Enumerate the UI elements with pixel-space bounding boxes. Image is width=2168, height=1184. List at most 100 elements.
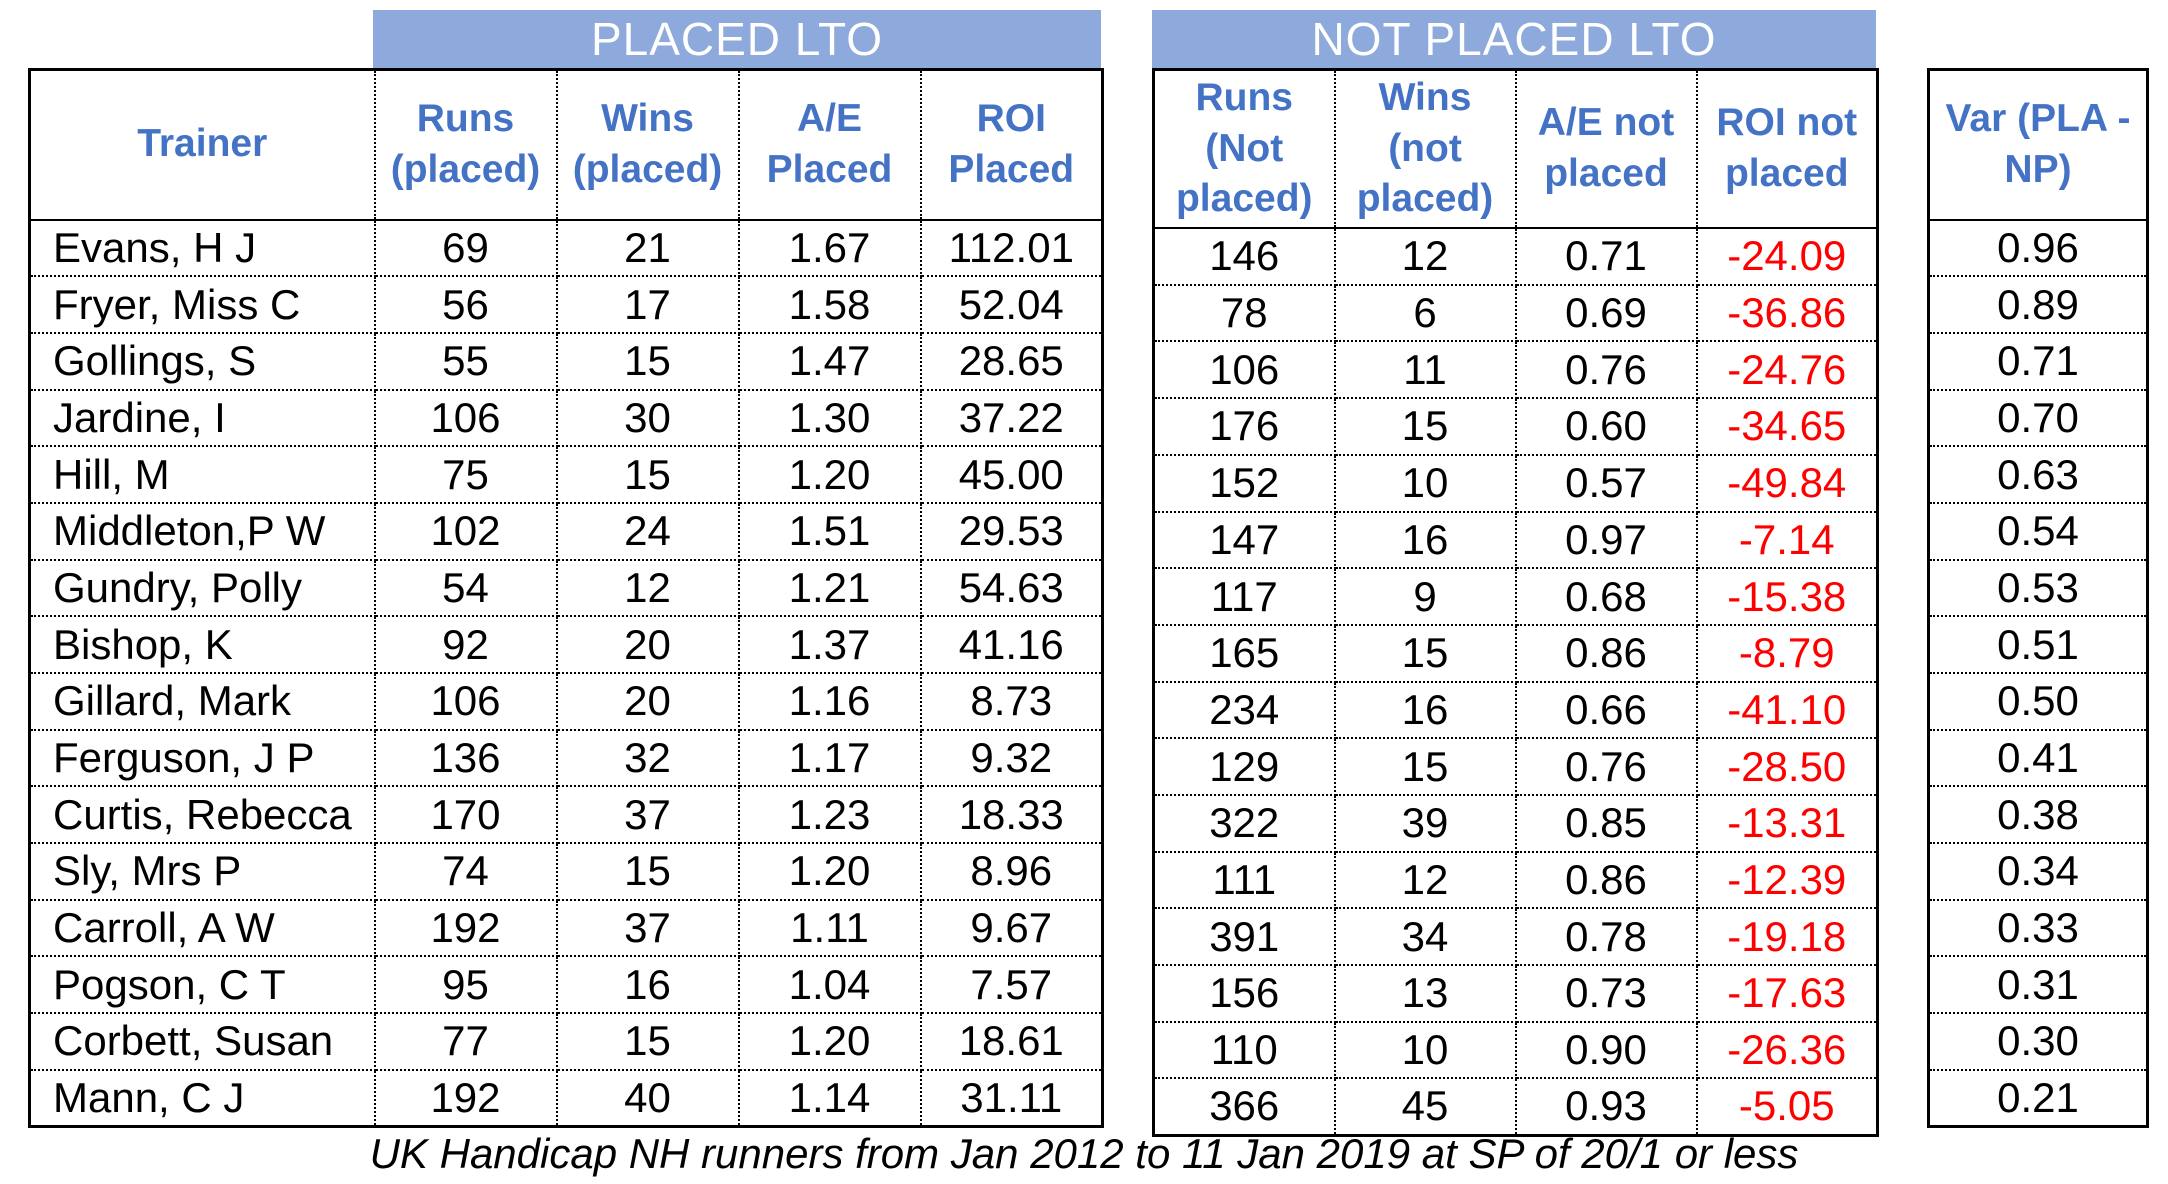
table-row: 78 6 0.69 -36.86 (1152, 283, 1879, 343)
cell-ae-placed: 1.20 (737, 1012, 922, 1071)
placed-lto-banner: PLACED LTO (373, 10, 1101, 68)
cell-ae-not-placed: 0.86 (1514, 623, 1698, 683)
placed-table-header: Trainer Runs (placed) Wins (placed) A/E … (28, 68, 1104, 221)
table-row: 110 10 0.90 -26.36 (1152, 1020, 1879, 1080)
cell-ae-not-placed: 0.85 (1514, 793, 1698, 853)
table-row: 129 15 0.76 -28.50 (1152, 737, 1879, 796)
table-row: 106 11 0.76 -24.76 (1152, 340, 1879, 400)
cell-var: 0.51 (1927, 615, 2149, 674)
cell-trainer: Carroll, A W (28, 898, 376, 958)
cell-ae-not-placed: 0.60 (1514, 397, 1698, 456)
cell-var: 0.21 (1927, 1068, 2149, 1128)
cell-runs-not-placed: 165 (1152, 623, 1336, 683)
cell-ae-not-placed: 0.78 (1514, 907, 1698, 966)
cell-roi-not-placed: -34.65 (1695, 397, 1879, 456)
cell-wins-placed: 21 (555, 218, 740, 278)
cell-trainer: Ferguson, J P (28, 728, 376, 788)
table-row: Ferguson, J P 136 32 1.17 9.32 (28, 728, 1104, 788)
cell-roi-placed: 8.96 (919, 842, 1104, 901)
table-row: 0.70 (1927, 388, 2149, 448)
table-row: 0.51 (1927, 615, 2149, 674)
cell-runs-not-placed: 176 (1152, 397, 1336, 456)
cell-wins-not-placed: 15 (1333, 737, 1517, 796)
cell-runs-placed: 106 (373, 388, 558, 448)
cell-runs-not-placed: 152 (1152, 453, 1336, 513)
variance-table-header: Var (PLA - NP) (1927, 68, 2149, 221)
table-row: 0.30 (1927, 1012, 2149, 1071)
table-row: 0.54 (1927, 501, 2149, 561)
cell-roi-placed: 31.11 (919, 1068, 1104, 1128)
cell-runs-not-placed: 146 (1152, 227, 1336, 286)
cell-wins-placed: 15 (555, 331, 740, 391)
cell-runs-placed: 74 (373, 842, 558, 901)
cell-runs-placed: 95 (373, 955, 558, 1015)
cell-runs-not-placed: 110 (1152, 1020, 1336, 1080)
cell-wins-placed: 15 (555, 1012, 740, 1071)
table-row: 0.41 (1927, 728, 2149, 788)
cell-runs-not-placed: 117 (1152, 567, 1336, 626)
cell-trainer: Middleton,P W (28, 501, 376, 561)
cell-runs-not-placed: 129 (1152, 737, 1336, 796)
cell-wins-not-placed: 13 (1333, 964, 1517, 1023)
cell-roi-placed: 41.16 (919, 615, 1104, 674)
cell-roi-placed: 7.57 (919, 955, 1104, 1015)
cell-wins-not-placed: 9 (1333, 567, 1517, 626)
cell-runs-not-placed: 78 (1152, 283, 1336, 343)
table-row: 0.63 (1927, 445, 2149, 504)
cell-trainer: Pogson, C T (28, 955, 376, 1015)
cell-runs-not-placed: 366 (1152, 1077, 1336, 1137)
cell-ae-placed: 1.21 (737, 558, 922, 618)
cell-roi-placed: 18.61 (919, 1012, 1104, 1071)
table-row: Jardine, I 106 30 1.30 37.22 (28, 388, 1104, 448)
cell-trainer: Evans, H J (28, 218, 376, 278)
cell-roi-not-placed: -36.86 (1695, 283, 1879, 343)
cell-var: 0.30 (1927, 1012, 2149, 1071)
cell-wins-not-placed: 12 (1333, 850, 1517, 910)
cell-roi-not-placed: -5.05 (1695, 1077, 1879, 1137)
cell-runs-not-placed: 391 (1152, 907, 1336, 966)
cell-runs-not-placed: 111 (1152, 850, 1336, 910)
cell-roi-placed: 28.65 (919, 331, 1104, 391)
placed-table-body: Evans, H J 69 21 1.67 112.01 Fryer, Miss C 56 1… (28, 218, 1104, 1128)
cell-ae-placed: 1.67 (737, 218, 922, 278)
cell-var: 0.54 (1927, 501, 2149, 561)
header-row: Var (PLA - NP) (1927, 68, 2149, 221)
cell-wins-placed: 16 (555, 955, 740, 1015)
cell-wins-placed: 17 (555, 275, 740, 334)
cell-roi-not-placed: -41.10 (1695, 680, 1879, 740)
cell-ae-not-placed: 0.86 (1514, 850, 1698, 910)
cell-trainer: Bishop, K (28, 615, 376, 674)
cell-ae-placed: 1.30 (737, 388, 922, 448)
cell-wins-not-placed: 16 (1333, 680, 1517, 740)
table-row: 111 12 0.86 -12.39 (1152, 850, 1879, 910)
table-row: Gundry, Polly 54 12 1.21 54.63 (28, 558, 1104, 618)
cell-var: 0.63 (1927, 445, 2149, 504)
table-row: Mann, C J 192 40 1.14 31.11 (28, 1068, 1104, 1128)
cell-ae-not-placed: 0.69 (1514, 283, 1698, 343)
cell-wins-placed: 32 (555, 728, 740, 788)
table-row: 0.31 (1927, 955, 2149, 1015)
cell-trainer: Gollings, S (28, 331, 376, 391)
col-header-runs-placed: Runs (placed) (373, 68, 558, 221)
cell-trainer: Gundry, Polly (28, 558, 376, 618)
cell-trainer: Curtis, Rebecca (28, 785, 376, 845)
table-row: 0.50 (1927, 672, 2149, 731)
cell-wins-placed: 40 (555, 1068, 740, 1128)
cell-runs-placed: 192 (373, 898, 558, 958)
cell-roi-not-placed: -24.09 (1695, 227, 1879, 286)
header-row: Runs (Not placed) Wins (not placed) A/E … (1152, 68, 1879, 230)
cell-runs-placed: 56 (373, 275, 558, 334)
cell-roi-placed: 9.32 (919, 728, 1104, 788)
cell-ae-not-placed: 0.76 (1514, 340, 1698, 400)
cell-runs-placed: 55 (373, 331, 558, 391)
cell-roi-placed: 54.63 (919, 558, 1104, 618)
cell-wins-placed: 30 (555, 388, 740, 448)
cell-ae-not-placed: 0.73 (1514, 964, 1698, 1023)
cell-roi-not-placed: -24.76 (1695, 340, 1879, 400)
not-placed-table-body: 146 12 0.71 -24.09 78 6 0.69 -36.86 106 11 0.76 -24… (1152, 227, 1879, 1137)
col-header-ae-not-placed: A/E not placed (1514, 68, 1698, 230)
cell-runs-not-placed: 322 (1152, 793, 1336, 853)
not-placed-lto-banner: NOT PLACED LTO (1152, 10, 1876, 68)
col-header-trainer: Trainer (28, 68, 376, 221)
cell-trainer: Gillard, Mark (28, 672, 376, 731)
